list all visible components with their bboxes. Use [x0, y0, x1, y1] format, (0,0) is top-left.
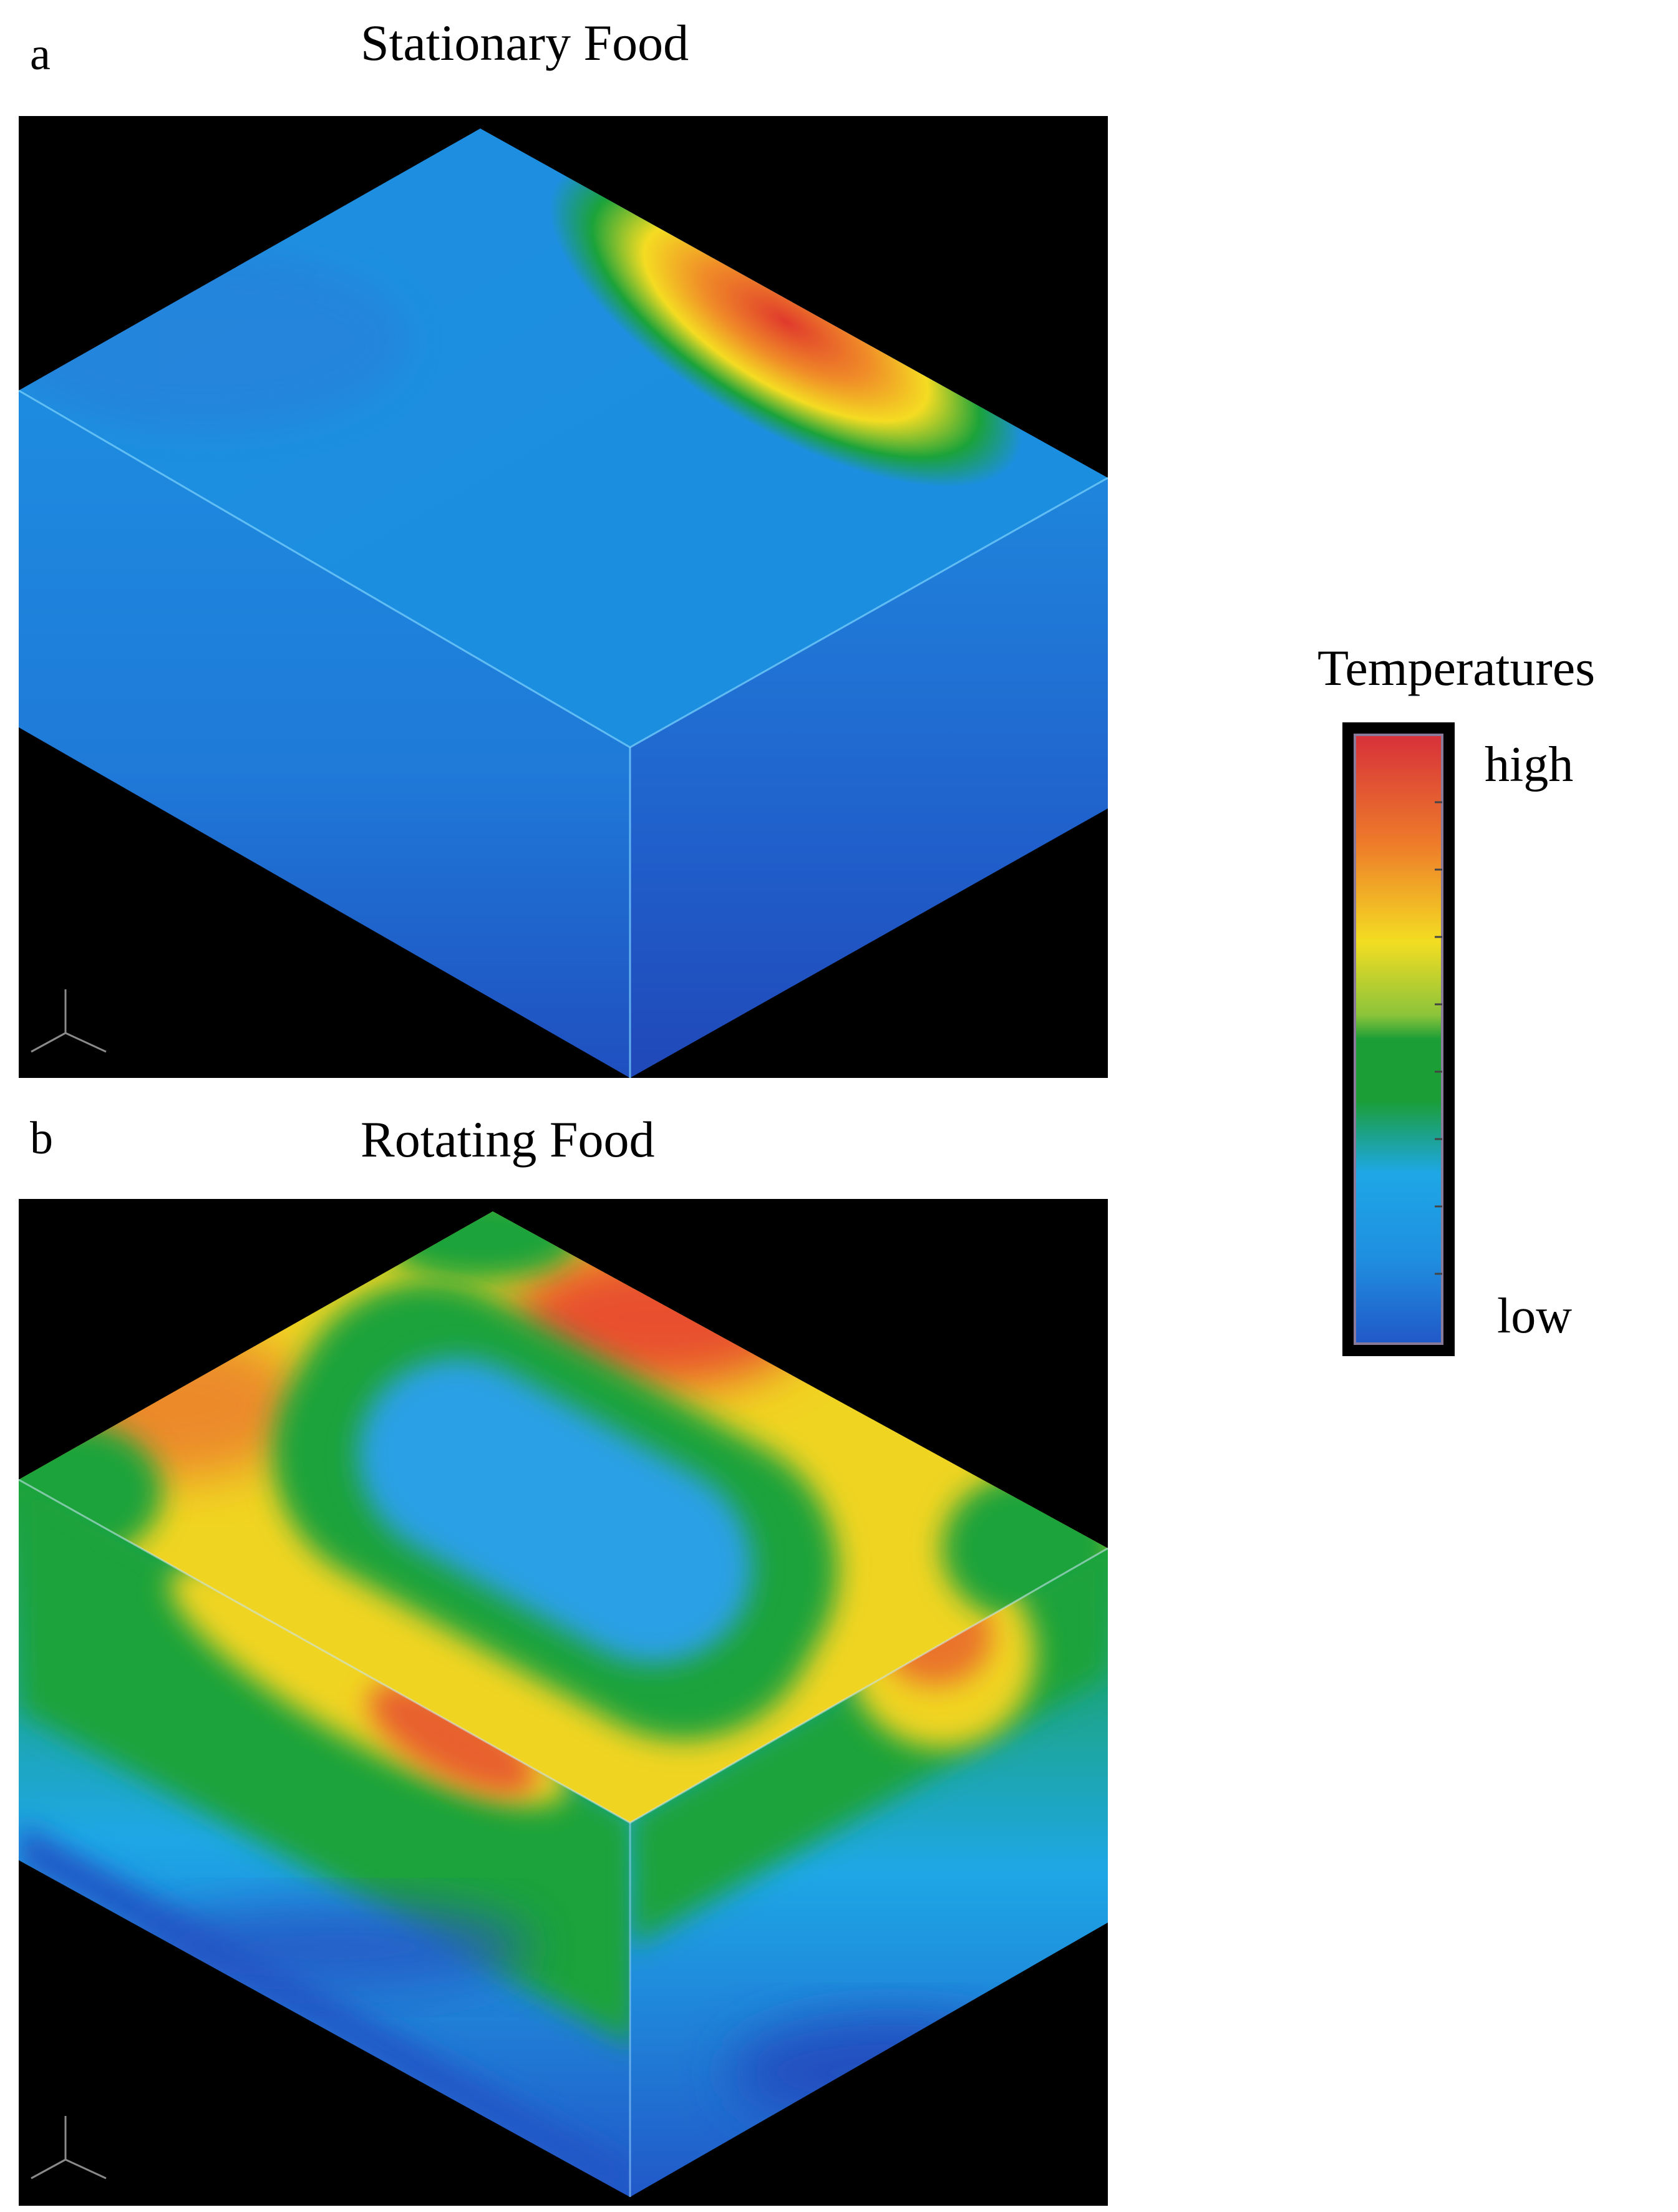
panel-a-heatmap	[19, 116, 1108, 1078]
legend-low-label: low	[1497, 1289, 1572, 1344]
panel-b-heatmap	[19, 1199, 1108, 2206]
legend-title: Temperatures	[1317, 639, 1596, 696]
panel-b-title: Rotating Food	[361, 1111, 655, 1168]
colorbar-ticks	[1435, 801, 1442, 1275]
axis-triad-icon	[31, 989, 107, 1053]
panel-a-title: Stationary Food	[361, 14, 689, 71]
legend-high-label: high	[1485, 737, 1574, 792]
panel-b-letter: b	[30, 1113, 53, 1164]
panel-a-letter: a	[30, 29, 51, 80]
right-face	[630, 478, 1108, 1078]
temperature-colorbar	[1342, 722, 1455, 1356]
left-face	[19, 390, 630, 1078]
axis-triad-icon	[31, 2116, 107, 2180]
